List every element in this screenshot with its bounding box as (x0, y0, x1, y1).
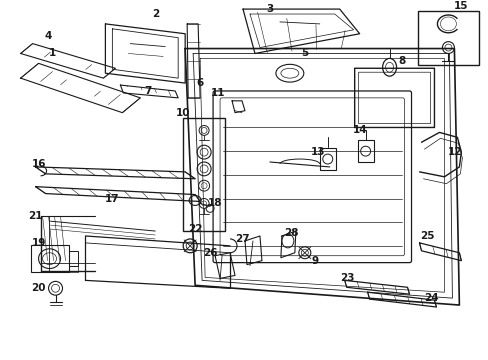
Text: 18: 18 (207, 198, 222, 208)
Text: 12: 12 (447, 147, 462, 157)
Bar (68, 266, 78, 273)
Text: 2: 2 (151, 9, 159, 19)
Text: 23: 23 (340, 273, 354, 283)
Bar (357, 140, 373, 162)
Text: 10: 10 (176, 108, 190, 118)
Bar (31, 245, 68, 273)
Bar (183, 118, 224, 231)
Text: 25: 25 (419, 231, 434, 241)
Text: 16: 16 (31, 159, 46, 169)
Text: 24: 24 (423, 293, 438, 303)
Text: 3: 3 (266, 4, 273, 14)
Text: 4: 4 (45, 31, 52, 41)
Text: 17: 17 (105, 194, 120, 204)
Text: 6: 6 (196, 78, 203, 88)
Text: 13: 13 (310, 147, 325, 157)
Bar (319, 148, 335, 170)
Text: 27: 27 (234, 234, 249, 244)
Text: 11: 11 (210, 88, 225, 98)
Text: 8: 8 (397, 57, 405, 66)
Text: 14: 14 (352, 125, 366, 135)
Text: 19: 19 (31, 238, 46, 248)
Text: 22: 22 (187, 224, 202, 234)
Text: 21: 21 (28, 211, 43, 221)
Text: 1: 1 (49, 49, 56, 58)
Text: 20: 20 (31, 283, 46, 293)
Text: 5: 5 (301, 49, 308, 58)
Text: 9: 9 (310, 256, 318, 266)
Text: 7: 7 (144, 86, 152, 96)
Text: 15: 15 (453, 1, 468, 11)
Text: 28: 28 (284, 228, 299, 238)
Text: 26: 26 (203, 248, 217, 258)
Bar (68, 251, 78, 266)
Bar (417, 11, 478, 65)
